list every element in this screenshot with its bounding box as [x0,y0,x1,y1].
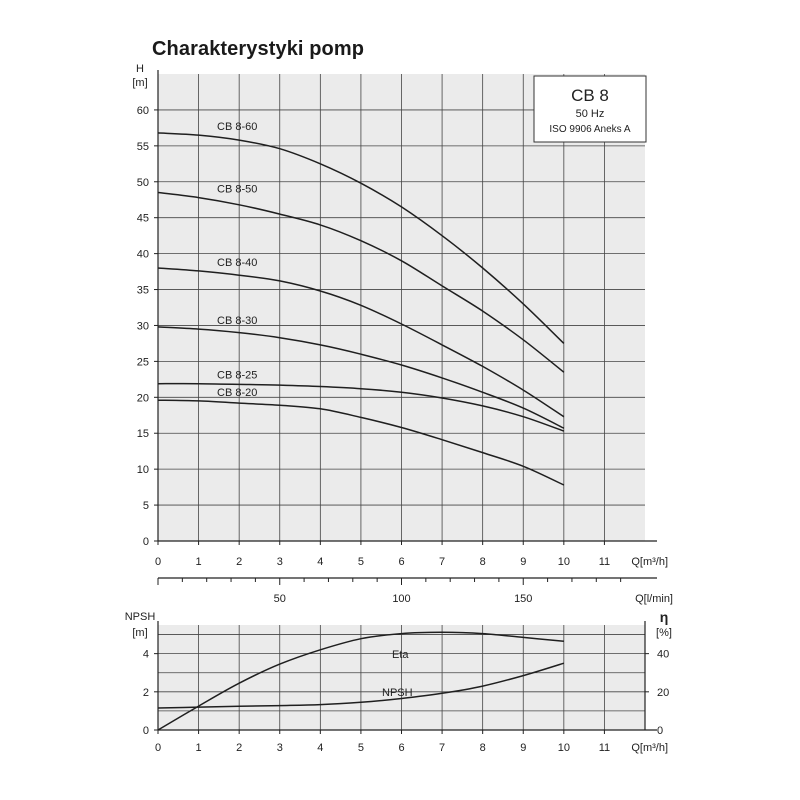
y-right-axis-label: η [660,609,669,625]
x-tick-label: 7 [439,556,445,568]
x-tick-label: 4 [317,742,323,754]
info-box-frequency: 50 Hz [576,108,605,120]
y-left-axis-label: NPSH [125,611,156,623]
x-tick-label: 2 [236,556,242,568]
y-axis-label: H [136,63,144,75]
x-tick-label: 5 [358,556,364,568]
x-tick-label: 3 [277,556,283,568]
y-right-tick-label: 20 [657,687,669,699]
lmin-tick-label: 100 [392,593,410,605]
info-box-frame [533,75,647,143]
page-title: Charakterystyki pomp [152,38,365,60]
x-tick-label: 1 [196,742,202,754]
series-label: NPSH [382,687,413,699]
series-line-eta [157,631,564,731]
x-tick-label: 9 [520,742,526,754]
y-tick-label: 60 [137,105,149,117]
lmin-tick-label: 50 [274,593,286,605]
series-line-cb-8-20 [157,399,565,486]
x-tick-label: 11 [599,742,610,754]
x-tick-label: 11 [599,556,610,568]
series-label: CB 8-60 [217,121,257,133]
y-right-tick-label: 0 [657,725,663,737]
y-left-tick-label: 2 [143,687,149,699]
series-label: Eta [392,649,409,661]
series-label: CB 8-20 [217,387,257,399]
series-label: CB 8-50 [217,184,257,196]
y-left-tick-label: 4 [143,649,149,661]
x-axis-label: Q[m³/h] [631,556,668,568]
y-tick-label: 0 [143,536,149,548]
y-tick-label: 25 [137,356,149,368]
info-box-standard: ISO 9906 Aneks A [549,124,630,135]
y-tick-label: 5 [143,500,149,512]
y-tick-label: 40 [137,249,149,261]
y-tick-label: 10 [137,464,149,476]
y-left-tick-label: 0 [143,725,149,737]
y-left-axis-unit: [m] [132,627,147,639]
info-box-model: CB 8 [571,86,609,105]
lmin-tick-label: 150 [514,593,532,605]
y-tick-label: 55 [137,141,149,153]
y-tick-label: 20 [137,392,149,404]
x-tick-label: 0 [155,556,161,568]
y-tick-label: 15 [137,428,149,440]
series-line-cb-8-50 [157,191,565,373]
flow-lmin-axis: 50 100 150 Q[l/min] [157,577,673,605]
series-line-npsh [157,662,565,709]
x-tick-label: 10 [558,742,570,754]
series-line-cb-8-60 [157,132,565,344]
x-tick-label: 1 [196,556,202,568]
y-right-axis-unit: [%] [656,627,672,639]
x-tick-label: 9 [520,556,526,568]
x-tick-label: 5 [358,742,364,754]
y-tick-label: 30 [137,320,149,332]
x-tick-label: 10 [558,556,570,568]
x-tick-label: 7 [439,742,445,754]
series-label: CB 8-25 [217,370,257,382]
series-line-cb-8-25 [157,382,565,432]
series-line-cb-8-40 [157,267,565,418]
model-info-box: CB 8 50 Hz ISO 9906 Aneks A [533,75,647,143]
y-axis-unit: [m] [132,77,147,89]
x-tick-label: 8 [480,556,486,568]
x-axis-label: Q[m³/h] [631,742,668,754]
x-tick-label: 3 [277,742,283,754]
x-tick-label: 8 [480,742,486,754]
y-tick-label: 50 [137,177,149,189]
x-tick-label: 4 [317,556,323,568]
lmin-axis-label: Q[l/min] [635,593,673,605]
x-tick-label: 2 [236,742,242,754]
y-tick-label: 35 [137,285,149,297]
x-tick-label: 6 [398,742,404,754]
x-tick-label: 0 [155,742,161,754]
series-label: CB 8-40 [217,257,257,269]
series-line-cb-8-30 [157,326,565,429]
y-tick-label: 45 [137,213,149,225]
series-label: CB 8-30 [217,315,257,327]
y-right-tick-label: 40 [657,649,669,661]
x-tick-label: 6 [398,556,404,568]
